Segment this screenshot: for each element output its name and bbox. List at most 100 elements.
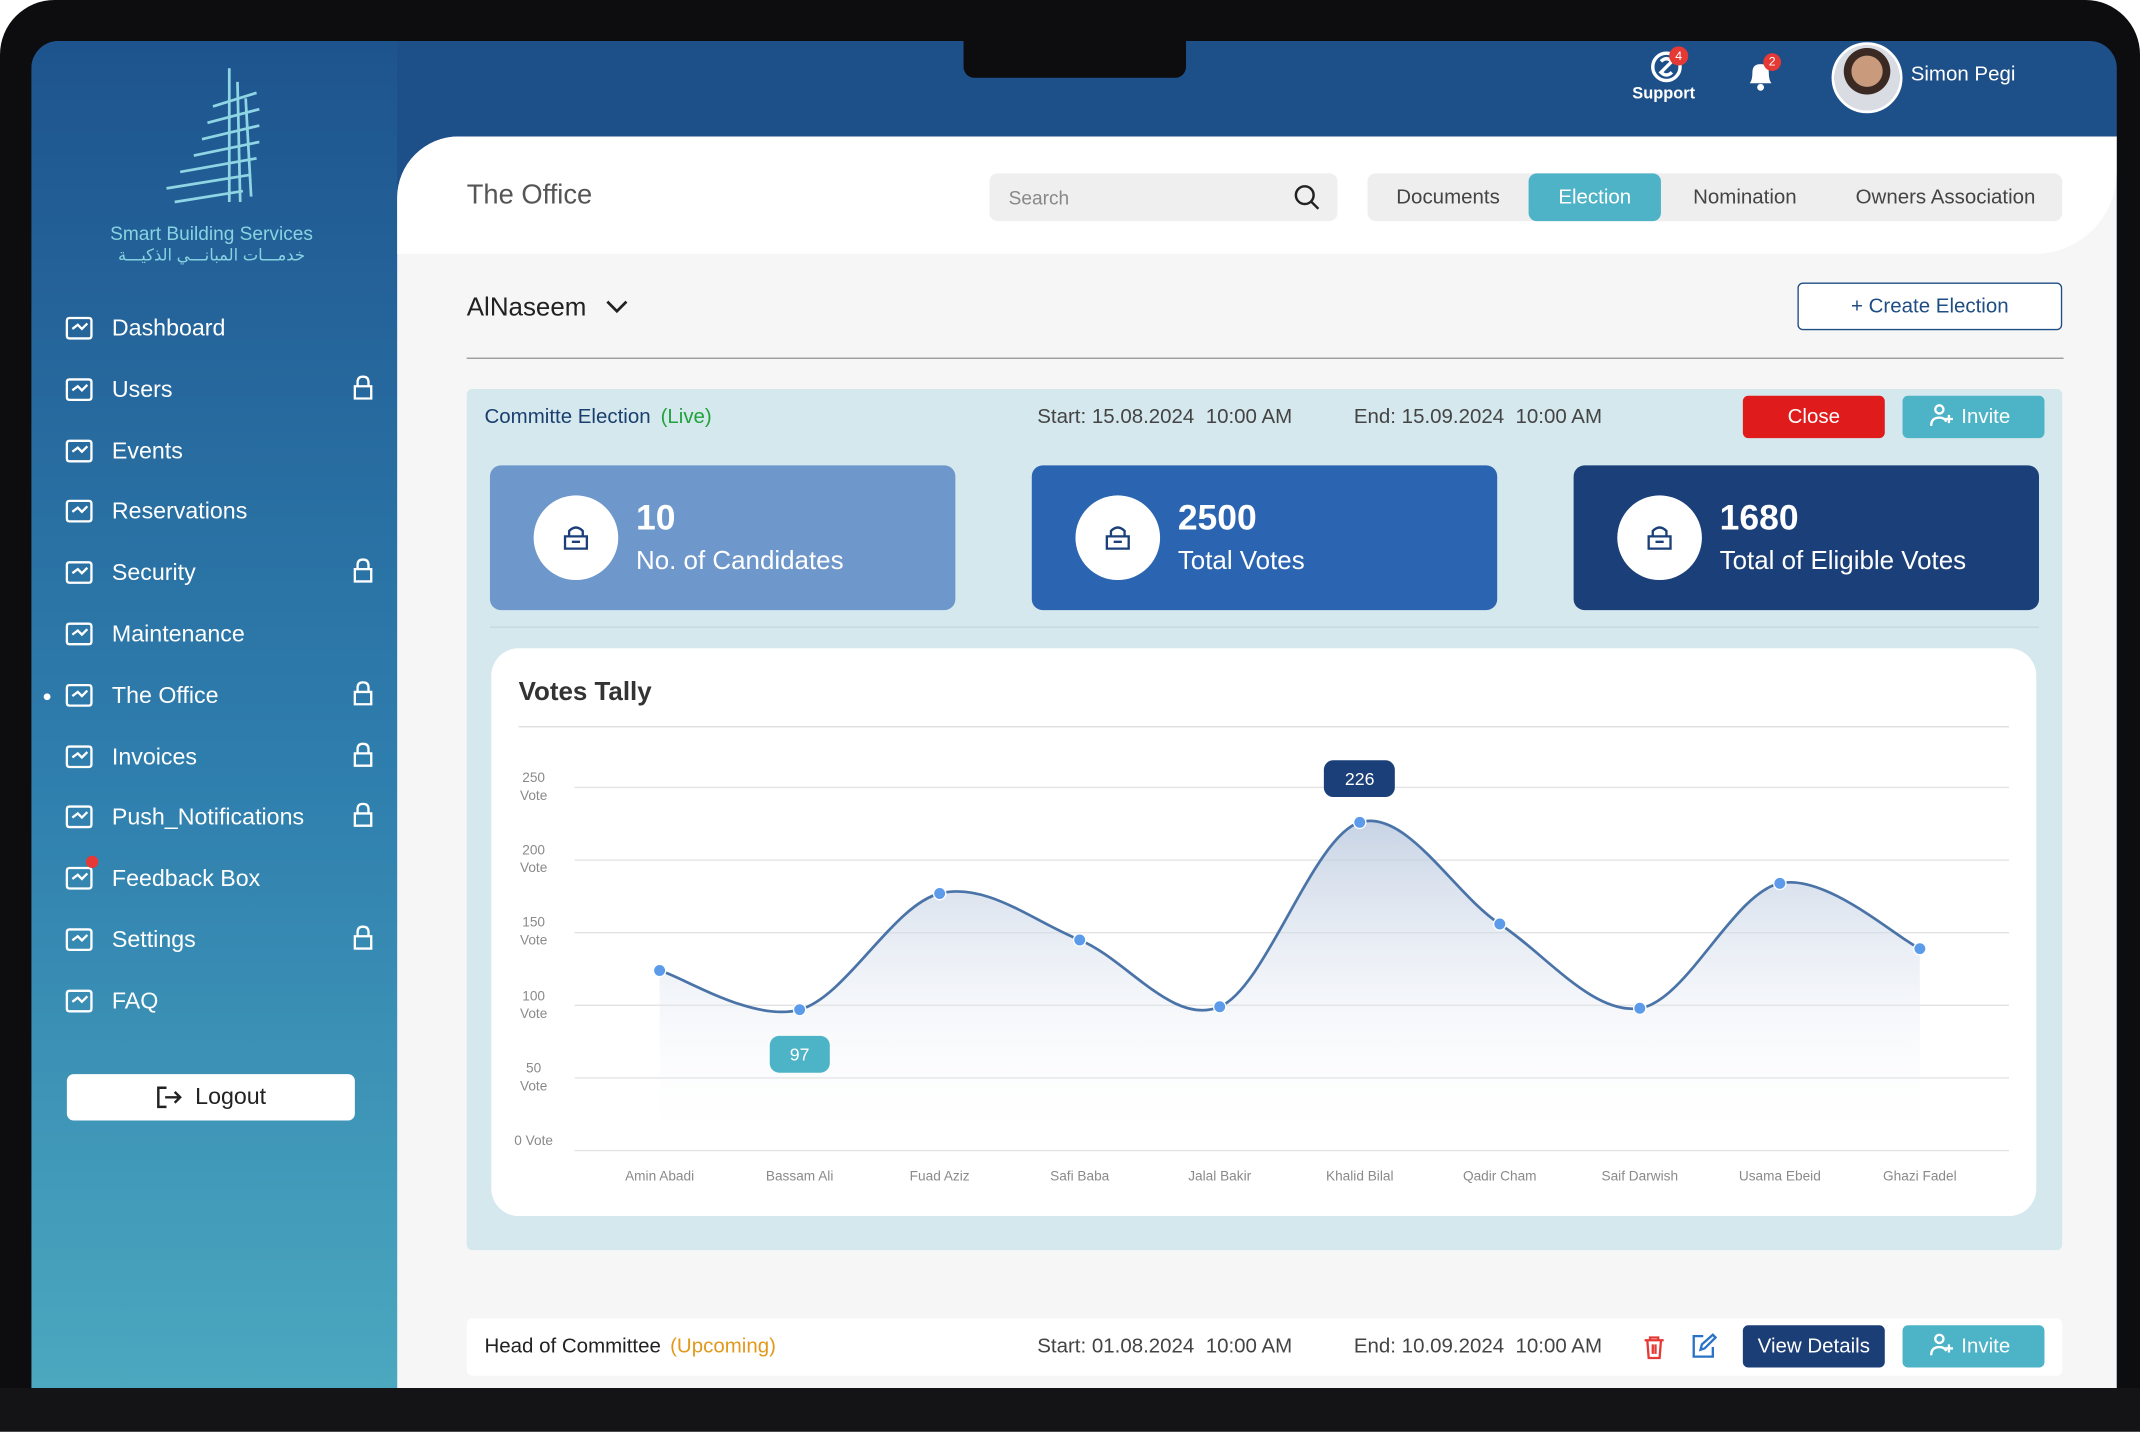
menu-icon-shape — [65, 867, 93, 890]
user-avatar[interactable] — [1831, 42, 1903, 114]
menu-icon-shape — [65, 622, 93, 646]
stat-icon-shape — [1647, 526, 1672, 550]
menu-item[interactable]: Dashboard — [31, 313, 397, 346]
action-button[interactable]: Close — [1742, 395, 1885, 439]
election-status: (Live) — [660, 405, 712, 429]
lock-icon-shape — [353, 375, 373, 400]
menu-item[interactable]: Feedback Box — [31, 855, 397, 896]
menu-item[interactable]: Events — [31, 435, 397, 468]
point — [1773, 876, 1787, 891]
point — [932, 886, 947, 901]
x-tick-label: Qadir Cham — [1462, 1169, 1537, 1185]
menu-label: Events — [111, 437, 183, 464]
menu-icon-shape — [65, 683, 93, 707]
data-label: 226 — [1324, 759, 1396, 797]
lock-icon — [353, 680, 373, 706]
stat-icon-shape-shape — [1647, 526, 1672, 550]
stat-value: 10 — [635, 496, 676, 538]
menu-icon-shape — [65, 439, 93, 462]
stat-card: 1680 Total of Eligible Votes — [1573, 465, 2040, 611]
chevron-icon[interactable] — [605, 298, 630, 317]
menu-label: Security — [111, 559, 196, 586]
camera-notch — [963, 40, 1187, 78]
divider — [466, 357, 2064, 359]
chart — [574, 786, 2009, 1152]
menu-item[interactable]: Push_Notifications — [31, 802, 397, 835]
tab[interactable]: Owners Association — [1855, 185, 2036, 209]
election-name: Committe Election — [484, 405, 651, 429]
invite-icon — [1930, 404, 1954, 426]
menu-label: Dashboard — [111, 315, 226, 342]
lock-icon — [353, 803, 373, 828]
menu-icon — [65, 561, 93, 585]
menu-item[interactable]: Security — [31, 557, 397, 590]
active-bullet — [43, 693, 51, 700]
menu-item[interactable]: Invoices — [31, 741, 397, 774]
tab[interactable]: Nomination — [1693, 185, 1797, 209]
support-badge: 4 — [1669, 46, 1689, 66]
chart-card: Votes Tally 0 Vote 50 Vote 100 Vote 150 Vot… — [491, 648, 2037, 1217]
menu-item[interactable]: Settings — [31, 924, 397, 957]
divider — [518, 726, 2009, 728]
menu-label: Settings — [111, 926, 196, 953]
election-row: Committe Election (Live) Start: 15.08.2024… — [467, 389, 2062, 446]
action-button[interactable]: View Details — [1742, 1325, 1885, 1368]
building-selector[interactable]: AlNaseem — [466, 293, 587, 323]
menu-label: Push_Notifications — [111, 804, 305, 831]
election-end: End: 10.09.2024 10:00 AM — [1353, 1334, 1603, 1358]
button-label: Close — [1787, 405, 1840, 429]
menu-icon — [65, 622, 93, 646]
menu-icon — [65, 989, 93, 1013]
menu-item[interactable]: The Office — [31, 679, 397, 712]
election-row: Head of Committee (Upcoming) Start: 01.08.… — [466, 1318, 2063, 1376]
logout-icon — [157, 1086, 182, 1109]
y-tick-label: 0 Vote — [514, 1134, 553, 1150]
lock-icon-shape — [353, 925, 373, 950]
tab[interactable]: Election — [1528, 173, 1661, 222]
stat-icon — [533, 495, 619, 581]
lock-icon-shape — [353, 680, 373, 706]
lock-icon — [353, 375, 373, 400]
brand-name-arabic: خدمـــات المبانـــي الذكيـــة — [118, 245, 306, 265]
point — [652, 963, 667, 978]
menu-label: Maintenance — [111, 620, 245, 647]
search-box[interactable]: Search — [989, 173, 1338, 222]
create-election-button[interactable]: + Create Election — [1797, 282, 2063, 331]
y-tick-label: 250 Vote — [519, 771, 548, 804]
button-label: View Details — [1757, 1334, 1870, 1358]
menu-item[interactable]: Users — [31, 374, 397, 407]
stat-value: 2500 — [1177, 496, 1257, 538]
divider — [489, 626, 2040, 628]
x-tick-label: Bassam Ali — [765, 1169, 834, 1185]
action-button[interactable]: Invite — [1902, 395, 2045, 439]
menu-item[interactable]: Maintenance — [31, 618, 397, 651]
y-tick-label: 100 Vote — [519, 988, 548, 1022]
invite-icon-shape — [1930, 404, 1954, 426]
menu-label: Feedback Box — [111, 865, 261, 892]
stat-card: 2500 Total Votes — [1031, 465, 1498, 611]
screen: Smart Building Services خدمـــات المبانـ… — [31, 40, 2117, 1389]
laptop-base — [0, 1388, 2140, 1432]
menu-item[interactable]: FAQ — [31, 985, 397, 1018]
stat-label: Total Votes — [1177, 547, 1305, 576]
user-name[interactable]: Simon Pegi — [1910, 62, 2016, 86]
menu-icon-shape — [65, 500, 93, 524]
x-tick-label: Amin Abadi — [625, 1169, 695, 1185]
lock-icon — [353, 742, 373, 767]
stat-label: Total of Eligible Votes — [1719, 547, 1967, 576]
stat-icon-shape-shape — [563, 526, 589, 550]
x-tick-label: Jalal Bakir — [1188, 1169, 1252, 1185]
stat-icon-shape — [1105, 526, 1130, 550]
tab[interactable]: Documents — [1396, 185, 1500, 209]
alert-dot — [85, 855, 99, 869]
action-button[interactable]: Invite — [1902, 1325, 2045, 1368]
notifications-badge: 2 — [1763, 53, 1782, 71]
stat-icon — [1075, 495, 1161, 581]
x-tick-label: Usama Ebeid — [1738, 1169, 1821, 1185]
logout-button[interactable]: Logout — [66, 1074, 355, 1121]
menu-item[interactable]: Reservations — [31, 496, 397, 529]
lock-icon — [353, 925, 373, 950]
support-label[interactable]: Support — [1632, 83, 1696, 103]
menu-icon — [65, 316, 93, 340]
